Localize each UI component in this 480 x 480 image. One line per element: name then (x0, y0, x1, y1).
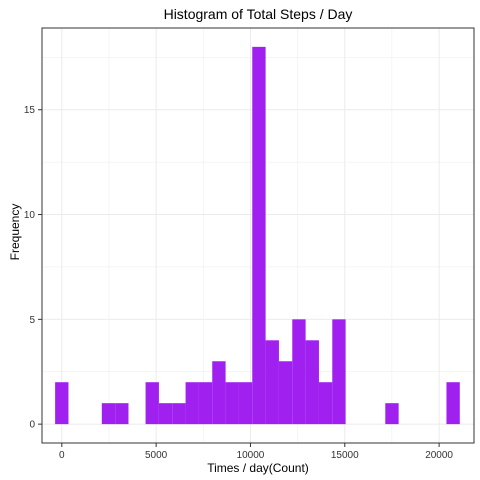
histogram-bar (305, 340, 319, 425)
y-tick-label: 0 (29, 420, 35, 431)
histogram-bar (158, 403, 173, 425)
y-tick-label: 15 (24, 105, 36, 116)
histogram-bar (198, 382, 213, 425)
histogram-bar (185, 382, 199, 425)
histogram-bar (332, 319, 346, 425)
panel-border (41, 27, 475, 444)
histogram-bar (278, 361, 293, 425)
x-tick-label: 5000 (145, 450, 168, 461)
histogram-bar (446, 382, 460, 425)
histogram-bar (172, 403, 186, 425)
histogram-bar (385, 403, 399, 425)
x-tick-label: 15000 (331, 450, 359, 461)
x-tick-label: 10000 (237, 450, 265, 461)
histogram-bar (115, 403, 129, 425)
x-tick-label: 0 (59, 450, 65, 461)
histogram-bar (318, 382, 333, 425)
histogram-bar (292, 319, 306, 425)
histogram-bar (265, 340, 279, 425)
y-axis-ticks: 0 5 10 15 (24, 105, 42, 431)
x-axis-ticks: 0 5000 10000 15000 20000 (59, 443, 453, 461)
x-axis-title: Times / day(Count) (207, 461, 309, 475)
x-tick-label: 20000 (425, 450, 453, 461)
histogram-bar (238, 382, 253, 425)
histogram-bar (252, 46, 266, 425)
histogram-bars (55, 46, 460, 425)
histogram-bar (225, 382, 239, 425)
y-tick-label: 5 (29, 315, 35, 326)
y-tick-label: 10 (24, 210, 36, 221)
y-axis-title: Frequency (8, 204, 22, 261)
histogram-bar (101, 403, 116, 425)
histogram-bar (212, 361, 226, 425)
histogram-bar (145, 382, 159, 425)
chart-title: Histogram of Total Steps / Day (164, 6, 353, 22)
histogram-bar (55, 382, 69, 425)
